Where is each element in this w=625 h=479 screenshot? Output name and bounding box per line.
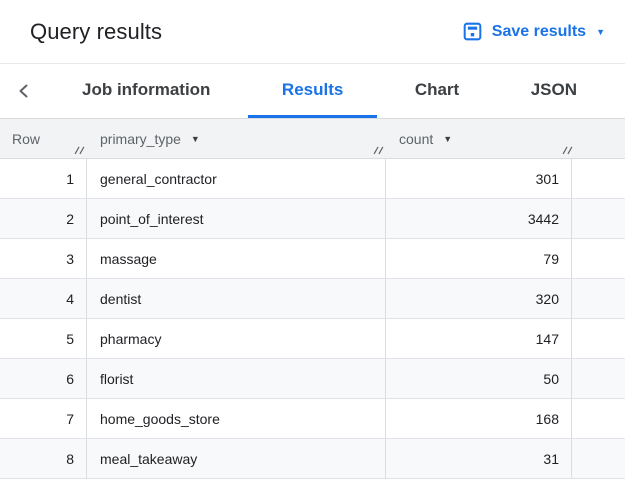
column-label-count: count [399, 130, 434, 147]
column-resize-icon[interactable] [562, 144, 573, 155]
page-title: Query results [30, 18, 163, 44]
chevron-left-icon [15, 82, 33, 100]
filler-cell [572, 359, 625, 398]
column-header-count[interactable]: count ▼ [386, 119, 572, 158]
tab-list: Job information Results Chart JSON [48, 64, 611, 118]
column-resize-icon[interactable] [74, 144, 85, 155]
filler-cell [572, 399, 625, 438]
count-cell[interactable]: 79 [386, 239, 572, 278]
count-cell[interactable]: 168 [386, 399, 572, 438]
row-number-cell: 4 [0, 279, 87, 318]
primary-type-cell[interactable]: pharmacy [87, 319, 386, 358]
primary-type-cell[interactable]: general_contractor [87, 159, 386, 198]
table-row: 3 massage 79 [0, 239, 625, 279]
tab-results[interactable]: Results [247, 64, 378, 118]
filler-cell [572, 239, 625, 278]
primary-type-cell[interactable]: massage [87, 239, 386, 278]
results-table-header: Row primary_type ▼ count ▼ [0, 119, 625, 159]
table-row: 7 home_goods_store 168 [0, 399, 625, 439]
back-chevron-button[interactable] [0, 64, 48, 118]
count-cell[interactable]: 31 [386, 439, 572, 478]
column-header-primary-type[interactable]: primary_type ▼ [87, 119, 386, 158]
results-tab-bar: Job information Results Chart JSON [0, 64, 625, 119]
row-number-cell: 6 [0, 359, 87, 398]
filler-cell [572, 439, 625, 478]
column-header-row: Row [0, 119, 87, 158]
row-number-cell: 2 [0, 199, 87, 238]
tab-job-information[interactable]: Job information [82, 79, 211, 99]
row-number-cell: 5 [0, 319, 87, 358]
row-number-cell: 1 [0, 159, 87, 198]
column-label-row: Row [12, 130, 41, 147]
tab-chart[interactable]: Chart [414, 79, 460, 99]
primary-type-cell[interactable]: home_goods_store [87, 399, 386, 438]
count-cell[interactable]: 50 [386, 359, 572, 398]
table-row: 6 florist 50 [0, 359, 625, 399]
count-cell[interactable]: 147 [386, 319, 572, 358]
column-header-filler [562, 119, 625, 158]
row-number-cell: 8 [0, 439, 87, 478]
count-cell[interactable]: 301 [386, 159, 572, 198]
results-table-body: 1 general_contractor 301 2 point_of_inte… [0, 159, 625, 479]
save-results-button[interactable]: Save results ▼ [463, 22, 605, 41]
primary-type-cell[interactable]: florist [87, 359, 386, 398]
save-icon [463, 22, 482, 41]
caret-down-icon[interactable]: ▼ [443, 133, 453, 144]
primary-type-cell[interactable]: meal_takeaway [87, 439, 386, 478]
filler-cell [572, 279, 625, 318]
primary-type-cell[interactable]: point_of_interest [87, 199, 386, 238]
table-row: 1 general_contractor 301 [0, 159, 625, 199]
caret-down-icon: ▼ [596, 27, 605, 37]
tab-json[interactable]: JSON [530, 79, 577, 99]
table-row: 2 point_of_interest 3442 [0, 199, 625, 239]
row-number-cell: 3 [0, 239, 87, 278]
filler-cell [572, 159, 625, 198]
save-results-label: Save results [491, 22, 587, 40]
primary-type-cell[interactable]: dentist [87, 279, 386, 318]
count-cell[interactable]: 320 [386, 279, 572, 318]
table-row: 5 pharmacy 147 [0, 319, 625, 359]
filler-cell [572, 319, 625, 358]
table-row: 4 dentist 320 [0, 279, 625, 319]
query-results-header: Query results Save results ▼ [0, 0, 625, 64]
column-label-primary-type: primary_type [100, 130, 181, 147]
row-number-cell: 7 [0, 399, 87, 438]
caret-down-icon[interactable]: ▼ [190, 133, 200, 144]
column-resize-icon[interactable] [373, 144, 384, 155]
filler-cell [572, 199, 625, 238]
table-row: 8 meal_takeaway 31 [0, 439, 625, 479]
count-cell[interactable]: 3442 [386, 199, 572, 238]
